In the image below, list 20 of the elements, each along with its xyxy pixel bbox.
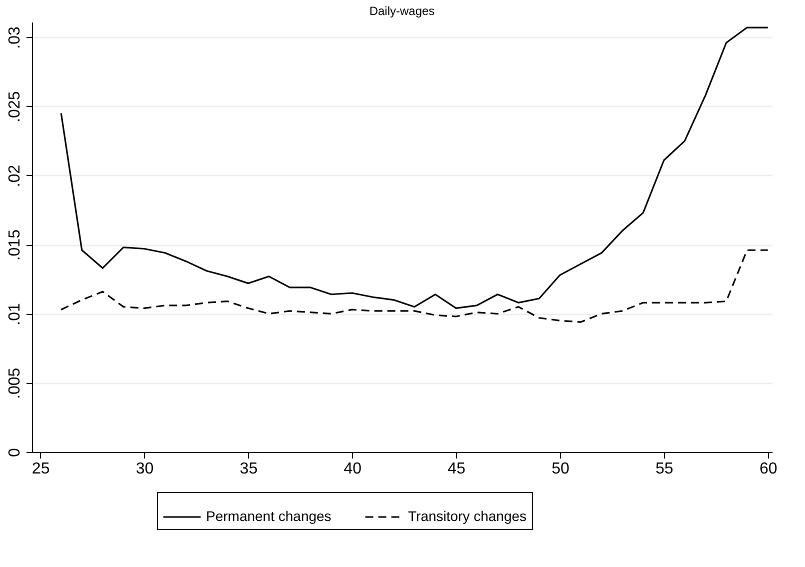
y-tick-label: .01	[6, 303, 24, 326]
y-tick-label: .015	[6, 229, 24, 261]
y-tick-label: .005	[6, 368, 24, 399]
x-tick-label: 25	[32, 460, 50, 478]
legend-label: Permanent changes	[206, 508, 332, 524]
x-tick-label: 60	[759, 460, 778, 478]
y-tick-label: .02	[6, 164, 24, 188]
line-series	[60, 26, 769, 310]
x-tick-label: 45	[448, 460, 466, 478]
legend-label: Transitory changes	[408, 508, 527, 524]
chart-title: Daily-wages	[369, 4, 435, 18]
y-tick-label: .025	[6, 91, 24, 122]
x-tick-label: 30	[136, 460, 154, 478]
y-tick-label: .03	[6, 26, 24, 49]
x-tick-label: 35	[240, 460, 258, 478]
x-tick-label: 50	[552, 460, 570, 478]
x-tick-label: 55	[656, 460, 674, 478]
line-series	[60, 249, 769, 323]
x-tick-label: 40	[344, 460, 362, 478]
y-tick-label: 0	[6, 448, 24, 457]
